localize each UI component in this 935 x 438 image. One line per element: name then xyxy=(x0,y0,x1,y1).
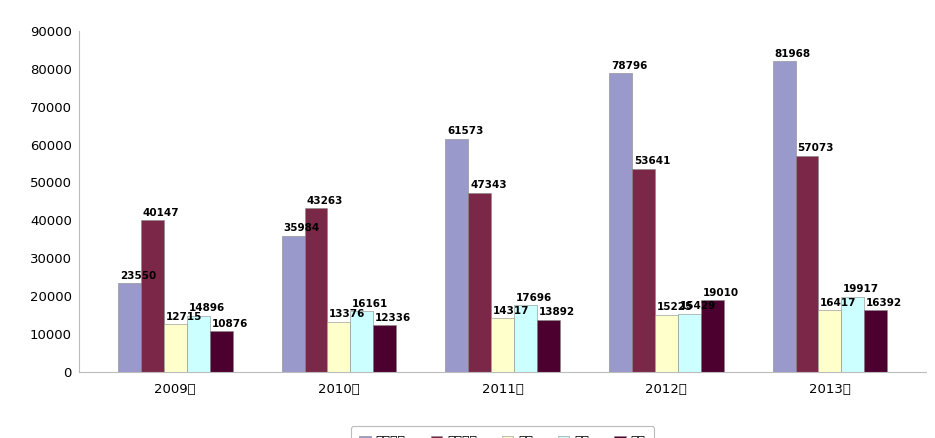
Text: 15429: 15429 xyxy=(680,301,716,311)
Bar xyxy=(327,321,351,372)
Text: 78796: 78796 xyxy=(611,61,647,71)
Bar xyxy=(468,193,491,372)
Bar xyxy=(796,155,818,372)
Text: 14317: 14317 xyxy=(493,306,529,316)
Text: 81968: 81968 xyxy=(774,49,811,59)
Text: 53641: 53641 xyxy=(634,156,670,166)
Bar xyxy=(609,73,632,372)
Bar xyxy=(491,318,514,372)
Text: 16417: 16417 xyxy=(820,298,856,308)
Bar xyxy=(141,220,164,372)
Text: 12336: 12336 xyxy=(375,313,411,323)
Text: 57073: 57073 xyxy=(798,143,834,153)
Text: 40147: 40147 xyxy=(143,208,180,218)
Text: 16161: 16161 xyxy=(352,299,388,309)
Text: 10876: 10876 xyxy=(211,319,248,329)
Text: 19010: 19010 xyxy=(702,288,739,298)
Text: 13892: 13892 xyxy=(539,307,575,317)
Text: 14896: 14896 xyxy=(189,304,224,314)
Text: 15225: 15225 xyxy=(656,302,693,312)
Bar xyxy=(187,316,209,372)
Bar xyxy=(118,283,141,372)
Bar xyxy=(654,314,678,372)
Bar xyxy=(514,305,537,372)
Bar xyxy=(772,61,796,372)
Text: 43263: 43263 xyxy=(307,196,343,206)
Text: 13376: 13376 xyxy=(329,309,366,319)
Text: 12715: 12715 xyxy=(165,312,202,322)
Text: 35984: 35984 xyxy=(283,223,320,233)
Bar xyxy=(305,208,327,372)
Text: 19917: 19917 xyxy=(843,284,879,294)
Legend: 基本养老, 基本医疗, 失业, 工伤, 生育: 基本养老, 基本医疗, 失业, 工伤, 生育 xyxy=(351,426,654,438)
Bar xyxy=(351,311,373,372)
Text: 23550: 23550 xyxy=(120,271,156,281)
Bar xyxy=(537,320,560,372)
Bar xyxy=(700,300,724,372)
Bar xyxy=(864,310,887,372)
Bar xyxy=(842,297,864,372)
Bar xyxy=(209,331,233,372)
Bar xyxy=(632,169,654,372)
Bar xyxy=(678,314,700,372)
Text: 16392: 16392 xyxy=(866,298,902,308)
Bar xyxy=(818,310,842,372)
Text: 47343: 47343 xyxy=(470,180,507,190)
Bar xyxy=(445,138,468,372)
Bar xyxy=(164,324,187,372)
Bar xyxy=(281,236,305,372)
Text: 17696: 17696 xyxy=(516,293,552,303)
Bar xyxy=(373,325,396,372)
Text: 61573: 61573 xyxy=(447,126,483,136)
